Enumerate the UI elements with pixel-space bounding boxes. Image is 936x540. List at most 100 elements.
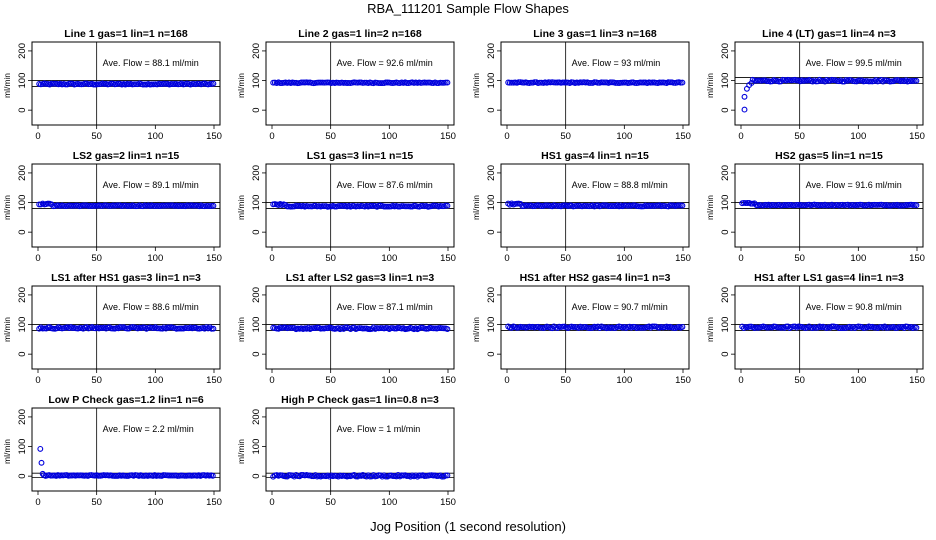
data-point [667,79,674,86]
panel-title: Line 1 gas=1 lin=1 n=168 [64,28,188,40]
x-tick-label: 150 [909,375,925,386]
x-tick-label: 50 [794,375,805,386]
data-series [270,472,451,480]
panel-title: Line 3 gas=1 lin=3 n=168 [533,28,657,40]
plot-frame [31,163,221,248]
y-axis-label: ml/min [2,73,12,98]
x-tick-label: 150 [675,131,691,142]
data-point [913,324,920,331]
y-axis-label: ml/min [705,73,715,98]
x-tick-label: 100 [850,253,866,264]
y-tick-label: 100 [251,195,262,211]
panel-5: LS2 gas=2 lin=1 n=15 0 50 100 150 0 100 200 ml/m… [2,150,222,264]
data-point [887,324,893,331]
x-tick-label: 0 [269,497,274,508]
x-tick-label: 50 [91,375,102,386]
y-tick-label: 200 [720,165,731,181]
panel-6: LS1 gas=3 lin=1 n=15 0 50 100 150 0 100 200 ml/m… [236,150,456,264]
y-tick-label: 0 [17,230,28,235]
plot-frame [265,285,455,370]
average-flow-annotation: Ave. Flow = 89.1 ml/min [103,180,199,190]
x-tick-label: 150 [440,253,456,264]
data-point [679,202,686,209]
y-tick-label: 0 [251,108,262,113]
x-tick-label: 100 [381,131,397,142]
y-tick-label: 100 [720,317,731,333]
x-tick-label: 0 [738,375,743,386]
x-tick-label: 50 [325,497,336,508]
y-axis-label: ml/min [2,195,12,220]
x-tick-label: 100 [147,375,163,386]
data-point [586,325,593,331]
panel-3: Line 3 gas=1 lin=3 n=168 0 50 100 150 0 100 200… [471,28,691,142]
x-tick-label: 100 [616,375,632,386]
average-flow-annotation: Ave. Flow = 93 ml/min [572,58,661,68]
data-point [860,202,867,209]
panel-12: HS1 after LS1 gas=4 lin=1 n=3 0 50 100 150 0 1… [705,272,925,386]
x-tick-label: 50 [91,131,102,142]
panel-10: LS1 after LS2 gas=3 lin=1 n=3 0 50 100 150 0 1… [236,272,456,386]
data-point [741,106,748,113]
x-tick-label: 100 [850,131,866,142]
x-tick-label: 0 [738,131,743,142]
x-tick-label: 50 [560,131,571,142]
y-tick-label: 200 [486,43,497,59]
data-point [649,323,656,330]
panel-2: Line 2 gas=1 lin=2 n=168 0 50 100 150 0 100 200… [236,28,456,142]
data-point [913,202,920,209]
plot-frame [265,407,455,492]
data-point [95,472,102,479]
y-tick-label: 200 [251,43,262,59]
average-flow-annotation: Ave. Flow = 87.6 ml/min [337,180,433,190]
y-tick-label: 100 [486,317,497,333]
panel-title: HS1 gas=4 lin=1 n=15 [541,150,649,162]
y-tick-label: 100 [17,439,28,455]
y-tick-label: 200 [17,409,28,425]
y-axis-label: ml/min [471,73,481,98]
plot-frame [31,41,221,126]
panel-7: HS1 gas=4 lin=1 n=15 0 50 100 150 0 100 200 ml/m… [471,150,691,264]
average-flow-annotation: Ave. Flow = 88.1 ml/min [103,58,199,68]
y-tick-label: 0 [251,474,262,479]
x-tick-label: 100 [147,253,163,264]
y-tick-label: 200 [720,43,731,59]
plot-frame [734,285,924,370]
data-point [210,80,217,87]
y-axis-label: ml/min [471,317,481,342]
y-tick-label: 200 [251,409,262,425]
x-tick-label: 50 [560,375,571,386]
x-tick-label: 0 [504,253,509,264]
data-point [342,324,349,331]
panel-title: LS1 after LS2 gas=3 lin=1 n=3 [286,272,435,284]
y-tick-label: 200 [486,165,497,181]
panel-title: HS1 after LS1 gas=4 lin=1 n=3 [754,272,904,284]
x-tick-label: 150 [440,131,456,142]
y-tick-label: 100 [486,73,497,89]
data-point [38,459,45,466]
data-point [444,326,451,333]
average-flow-annotation: Ave. Flow = 2.2 ml/min [103,424,194,434]
data-series [505,200,686,210]
y-tick-label: 0 [251,230,262,235]
panel-title: High P Check gas=1 lin=0.8 n=3 [281,394,439,406]
data-point [739,323,746,330]
y-axis-label: ml/min [236,317,246,342]
x-tick-label: 50 [91,497,102,508]
panel-9: LS1 after HS1 gas=3 lin=1 n=3 0 50 100 150 0 1… [2,272,222,386]
plot-frame [734,163,924,248]
x-tick-label: 0 [35,497,40,508]
y-tick-label: 100 [720,195,731,211]
data-series [505,323,686,332]
y-tick-label: 100 [720,73,731,89]
x-axis-label: Jog Position (1 second resolution) [370,519,566,534]
panel-title: Line 4 (LT) gas=1 lin=4 n=3 [762,28,896,40]
x-tick-label: 150 [206,497,222,508]
x-tick-label: 100 [381,253,397,264]
average-flow-annotation: Ave. Flow = 99.5 ml/min [806,58,902,68]
panel-title: HS2 gas=5 lin=1 n=15 [775,150,883,162]
data-point [209,472,216,479]
data-point [131,81,138,88]
y-axis-label: ml/min [236,195,246,220]
y-axis-label: ml/min [236,73,246,98]
